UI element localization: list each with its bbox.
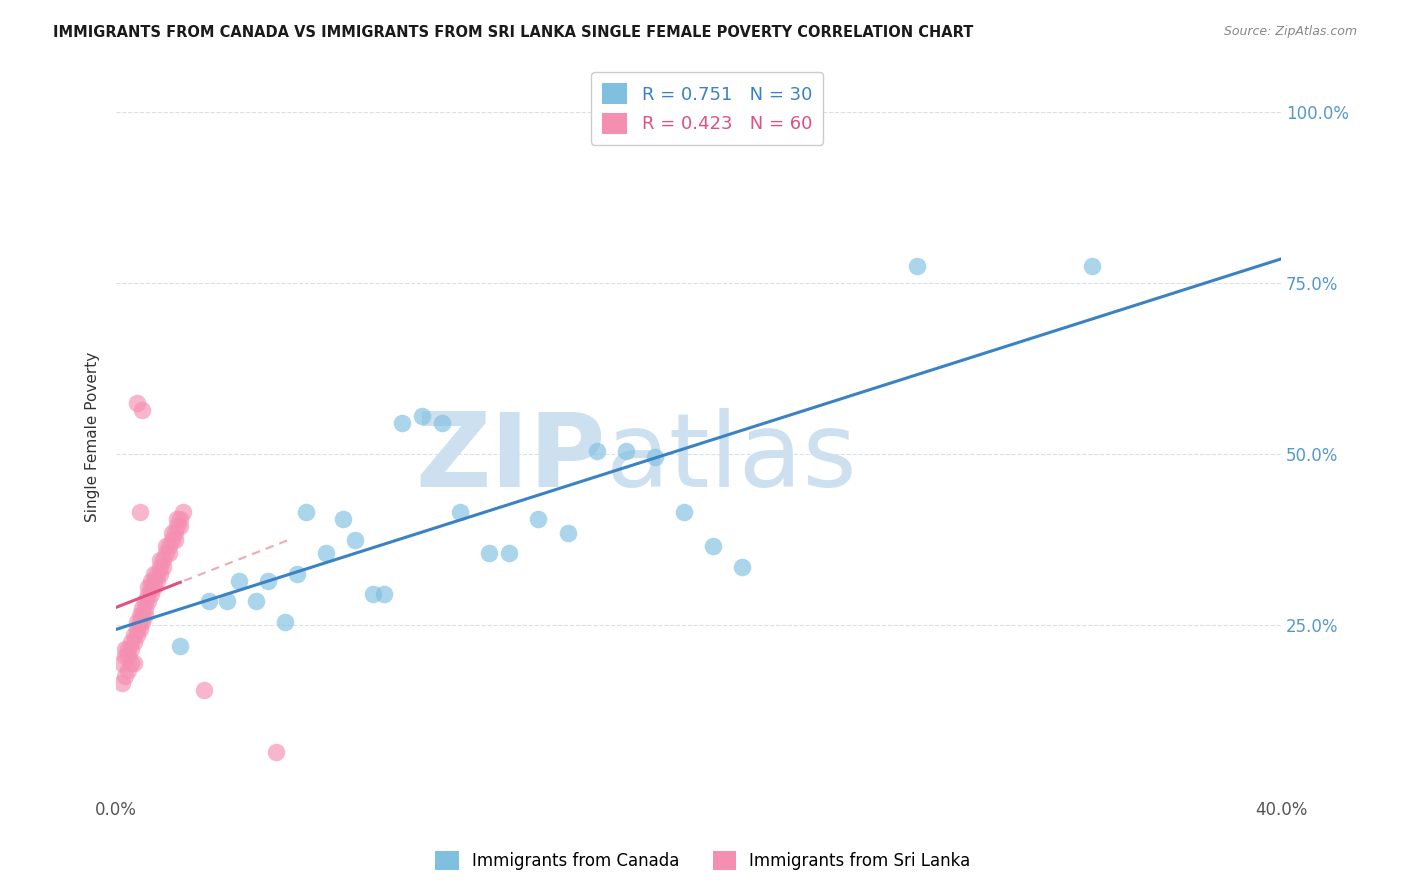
Point [157,546,180,560]
Point [120,635,142,649]
Point [117,648,139,663]
Point [141,581,163,595]
Point [245,594,267,608]
Point [432,416,454,430]
Y-axis label: Single Female Poverty: Single Female Poverty [86,351,100,522]
Point [527,512,550,526]
Point [198,594,221,608]
Point [114,642,136,657]
Text: atlas: atlas [606,408,858,509]
Point [498,546,520,560]
Point [163,533,186,547]
Point [136,587,159,601]
Point [134,594,156,608]
Point [128,615,150,629]
Point [215,594,238,608]
Point [294,505,316,519]
Point [128,505,150,519]
Point [128,622,150,636]
Point [157,540,180,554]
Point [134,607,156,622]
Point [136,581,159,595]
Point [131,402,153,417]
Point [411,409,433,424]
Point [120,656,142,670]
Point [905,259,928,273]
Point [169,512,191,526]
Point [172,505,194,519]
Point [125,615,148,629]
Text: ZIP: ZIP [415,408,606,509]
Point [256,574,278,588]
Point [332,512,354,526]
Point [160,525,183,540]
Point [155,546,177,560]
Point [131,607,153,622]
Point [673,505,696,519]
Point [128,607,150,622]
Point [449,505,471,519]
Text: Source: ZipAtlas.com: Source: ZipAtlas.com [1223,25,1357,38]
Point [166,519,188,533]
Point [114,669,136,683]
Point [117,642,139,657]
Point [166,512,188,526]
Point [585,443,607,458]
Point [1080,259,1102,273]
Point [152,560,174,574]
Point [731,560,754,574]
Point [478,546,501,560]
Point [143,574,166,588]
Point [391,416,413,430]
Point [702,540,724,554]
Point [114,648,136,663]
Point [361,587,384,601]
Point [149,553,172,567]
Point [122,656,145,670]
Point [111,676,134,690]
Point [125,622,148,636]
Point [141,574,163,588]
Point [131,615,153,629]
Point [131,601,153,615]
Point [125,628,148,642]
Point [134,601,156,615]
Point [143,566,166,581]
Point [614,443,637,458]
Point [125,395,148,409]
Point [274,615,297,629]
Point [111,656,134,670]
Legend: R = 0.751   N = 30, R = 0.423   N = 60: R = 0.751 N = 30, R = 0.423 N = 60 [591,72,823,145]
Point [143,581,166,595]
Point [169,519,191,533]
Point [373,587,395,601]
Point [136,594,159,608]
Point [285,566,308,581]
Point [152,553,174,567]
Point [163,525,186,540]
Point [160,533,183,547]
Point [644,450,666,465]
Point [141,587,163,601]
Point [266,745,288,759]
Point [557,525,579,540]
Point [344,533,367,547]
Legend: Immigrants from Canada, Immigrants from Sri Lanka: Immigrants from Canada, Immigrants from … [429,844,977,877]
Point [120,642,142,657]
Point [122,635,145,649]
Point [315,546,337,560]
Point [149,560,172,574]
Point [228,574,250,588]
Text: IMMIGRANTS FROM CANADA VS IMMIGRANTS FROM SRI LANKA SINGLE FEMALE POVERTY CORREL: IMMIGRANTS FROM CANADA VS IMMIGRANTS FRO… [53,25,974,40]
Point [193,683,215,698]
Point [146,574,169,588]
Point [146,566,169,581]
Point [117,663,139,677]
Point [122,628,145,642]
Point [149,566,172,581]
Point [155,540,177,554]
Point [169,639,191,653]
